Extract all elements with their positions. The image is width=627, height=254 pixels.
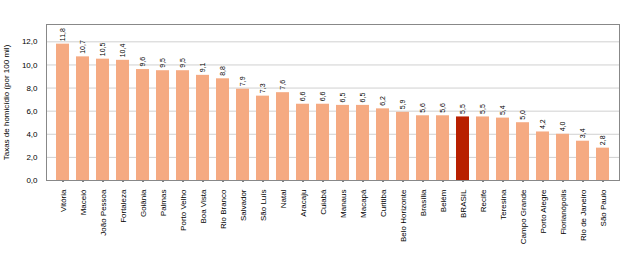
svg-text:5,0: 5,0 <box>519 110 526 120</box>
svg-text:10,7: 10,7 <box>79 40 86 54</box>
svg-text:Belém: Belém <box>439 189 448 212</box>
svg-text:6,2: 6,2 <box>379 96 386 106</box>
svg-text:Teresina: Teresina <box>499 189 508 220</box>
svg-text:Boa Vista: Boa Vista <box>199 189 208 224</box>
svg-text:6,6: 6,6 <box>319 91 326 101</box>
svg-text:9,6: 9,6 <box>139 57 146 67</box>
svg-text:Goiânia: Goiânia <box>139 189 148 217</box>
svg-text:Macapá: Macapá <box>359 189 368 218</box>
svg-text:Maceió: Maceió <box>79 189 88 215</box>
svg-text:Manaus: Manaus <box>339 190 348 218</box>
svg-text:5,6: 5,6 <box>439 103 446 113</box>
svg-text:8,0: 8,0 <box>26 84 38 93</box>
svg-text:Porto Velho: Porto Velho <box>179 189 188 231</box>
svg-text:5,5: 5,5 <box>459 104 466 114</box>
svg-text:10,4: 10,4 <box>119 44 126 58</box>
svg-text:6,6: 6,6 <box>299 91 306 101</box>
svg-text:Cuiabá: Cuiabá <box>319 189 328 215</box>
svg-text:11,8: 11,8 <box>59 28 66 41</box>
svg-text:6,5: 6,5 <box>339 93 346 103</box>
svg-text:2,8: 2,8 <box>599 135 606 145</box>
svg-text:3,4: 3,4 <box>579 128 586 138</box>
svg-text:4,0: 4,0 <box>26 130 38 139</box>
svg-text:Porto Alegre: Porto Alegre <box>539 189 548 234</box>
svg-text:Belo Horizonte: Belo Horizonte <box>399 189 408 242</box>
svg-text:Taxas de homicídio (por 100 mi: Taxas de homicídio (por 100 mil) <box>2 44 11 160</box>
svg-text:5,4: 5,4 <box>499 105 506 115</box>
svg-text:BRASIL: BRASIL <box>459 189 468 218</box>
svg-text:10,5: 10,5 <box>99 42 106 56</box>
svg-text:2,0: 2,0 <box>26 153 38 162</box>
svg-text:10,0: 10,0 <box>22 61 38 70</box>
svg-text:9,5: 9,5 <box>159 58 166 68</box>
svg-text:São Luís: São Luís <box>259 190 268 222</box>
svg-text:João Pessoa: João Pessoa <box>99 189 108 236</box>
svg-text:Rio Branco: Rio Branco <box>219 189 228 229</box>
svg-text:5,5: 5,5 <box>479 104 486 114</box>
svg-text:5,6: 5,6 <box>419 103 426 113</box>
svg-text:9,1: 9,1 <box>199 63 206 73</box>
svg-text:Fortaleza: Fortaleza <box>119 189 128 223</box>
svg-text:Campo Grande: Campo Grande <box>519 189 528 244</box>
svg-text:Palmas: Palmas <box>159 190 168 217</box>
svg-text:Vitória: Vitória <box>59 189 68 212</box>
svg-text:Aracaju: Aracaju <box>299 190 308 217</box>
svg-text:6,5: 6,5 <box>359 93 366 103</box>
svg-text:7,9: 7,9 <box>239 76 246 86</box>
svg-text:0,0: 0,0 <box>26 176 38 185</box>
svg-text:Rio de Janeiro: Rio de Janeiro <box>579 189 588 241</box>
svg-text:Salvador: Salvador <box>239 189 248 221</box>
svg-text:6,0: 6,0 <box>26 107 38 116</box>
svg-text:9,5: 9,5 <box>179 58 186 68</box>
svg-text:5,9: 5,9 <box>399 99 406 109</box>
svg-text:Brasília: Brasília <box>419 189 428 216</box>
svg-text:4,0: 4,0 <box>559 121 566 131</box>
svg-text:12,0: 12,0 <box>22 37 38 46</box>
svg-text:4,2: 4,2 <box>539 119 546 129</box>
svg-text:Florianópolis: Florianópolis <box>559 190 568 235</box>
svg-text:Recife: Recife <box>479 189 488 212</box>
svg-text:7,3: 7,3 <box>259 83 266 93</box>
svg-text:8,8: 8,8 <box>219 66 226 76</box>
svg-text:Natal: Natal <box>279 189 288 208</box>
svg-text:São Paulo: São Paulo <box>599 189 608 226</box>
svg-text:Curitiba: Curitiba <box>379 189 388 217</box>
svg-text:7,6: 7,6 <box>279 80 286 90</box>
